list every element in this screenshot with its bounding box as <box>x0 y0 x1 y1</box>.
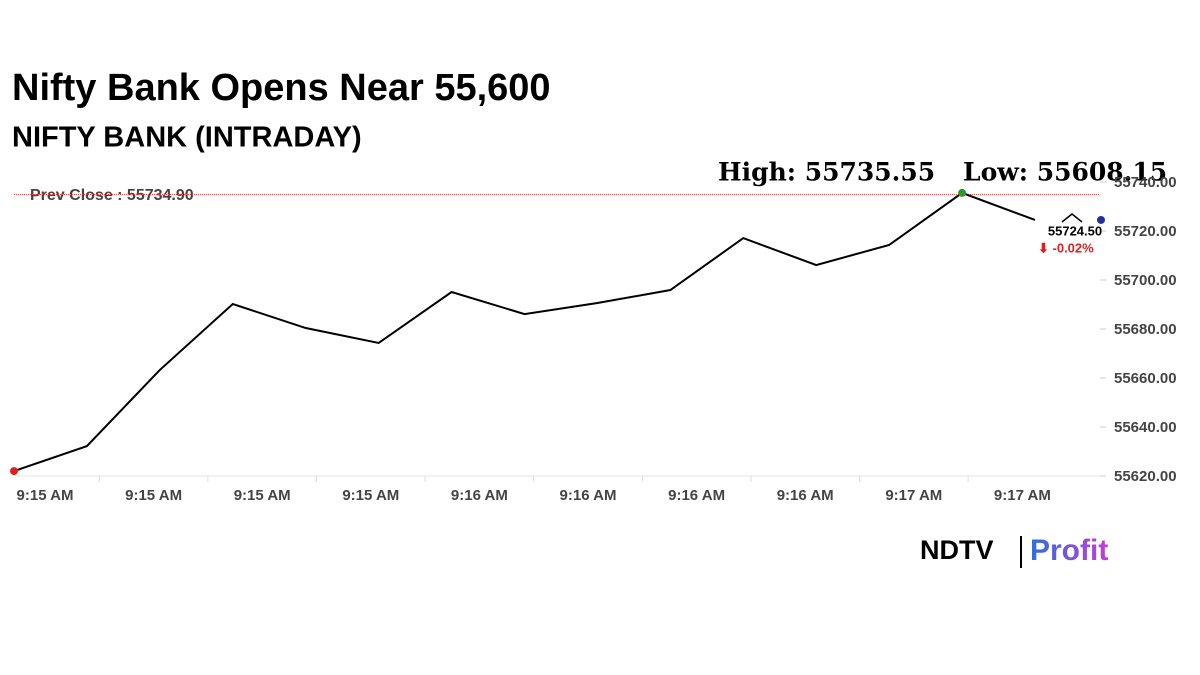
logo-profit: Profit <box>1030 534 1108 567</box>
x-tick-label: 9:17 AM <box>994 487 1051 504</box>
y-tick-label: 55680.00 <box>1114 321 1177 338</box>
x-tick-label: 9:17 AM <box>885 487 942 504</box>
series-line <box>13 191 1036 473</box>
logo-ndtv: NDTV <box>920 535 994 565</box>
label-caret <box>1061 213 1083 223</box>
x-tick-label: 9:16 AM <box>451 487 508 504</box>
last-point <box>1097 215 1105 224</box>
chart-title: Nifty Bank Opens Near 55,600 <box>12 67 551 109</box>
y-tick-label: 55740.00 <box>1114 174 1177 191</box>
y-tick-label: 55720.00 <box>1114 223 1177 240</box>
high-label: High: 55735.55 <box>718 158 935 187</box>
x-tick-label: 9:16 AM <box>777 487 834 504</box>
y-tick-label: 55660.00 <box>1114 370 1177 387</box>
y-tick-label: 55700.00 <box>1114 272 1177 289</box>
chart-subtitle: NIFTY BANK (INTRADAY) <box>12 122 362 154</box>
high-point <box>958 188 967 197</box>
x-tick-label: 9:15 AM <box>342 487 399 504</box>
change-label: ⬇ -0.02% <box>1038 240 1094 255</box>
low-label: Low: 55608.15 <box>963 158 1167 187</box>
open-point <box>10 467 18 476</box>
x-tick-label: 9:15 AM <box>125 487 182 504</box>
x-tick-label: 9:15 AM <box>234 487 291 504</box>
x-tick-label: 9:16 AM <box>560 487 617 504</box>
y-tick-label: 55640.00 <box>1114 419 1177 436</box>
x-tick-label: 9:15 AM <box>17 487 74 504</box>
value-label: 55724.50 <box>1048 223 1102 238</box>
x-tick-label: 9:16 AM <box>668 487 725 504</box>
y-tick-label: 55620.00 <box>1114 468 1177 485</box>
prev-close-label: Prev Close : 55734.90 <box>30 187 194 204</box>
